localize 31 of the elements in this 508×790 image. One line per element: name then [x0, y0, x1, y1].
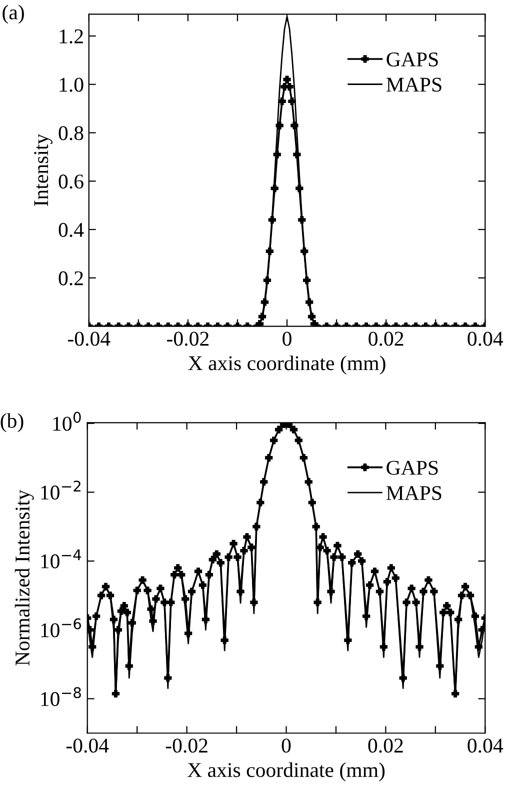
y-tick-label: 10$^{−4}$ [41, 550, 82, 568]
x-tick-label: -0.02 [167, 332, 209, 346]
x-tick-label: 0.04 [468, 332, 504, 346]
x-axis-title: X axis coordinate (mm) [188, 356, 386, 374]
y-axis-title: Intensity [34, 134, 52, 206]
y-tick-label: 10$^{−2}$ [41, 480, 80, 500]
y-tick-label: 10$^{−8}$ [41, 687, 81, 706]
y-tick-label: 0.6 [58, 174, 84, 189]
x-tick-label: -0.04 [68, 332, 110, 346]
legend-label: GAPS [386, 460, 438, 475]
text: (a) [2, 4, 24, 24]
y-tick-label: 1.2 [60, 29, 83, 44]
x-tick-label: 0 [282, 738, 291, 753]
legend-label: MAPS [386, 486, 442, 500]
y-tick-label: 0.2 [58, 271, 83, 286]
x-tick-label: 0 [282, 332, 292, 346]
legend-label: MAPS [386, 78, 442, 92]
x-tick-label: -0.04 [66, 738, 109, 753]
y-tick-label: 10$^{−6}$ [41, 618, 81, 638]
y-tick-label: 0.8 [58, 126, 84, 140]
text: (b) [0, 413, 24, 432]
x-tick-label: 0.02 [368, 738, 403, 753]
x-tick-label: 0.02 [368, 332, 404, 346]
legend-label: GAPS [386, 52, 438, 66]
y-tick-label: 1.0 [60, 78, 84, 92]
y-axis-title: Normalized Intensity [14, 490, 34, 666]
y-tick-label: 0.4 [58, 222, 84, 238]
x-tick-label: 0.04 [468, 738, 504, 753]
y-tick-label: 10$^{0}$ [53, 412, 81, 431]
x-axis-title: X axis coordinate (mm) [188, 762, 385, 782]
x-tick-label: -0.02 [166, 738, 208, 753]
